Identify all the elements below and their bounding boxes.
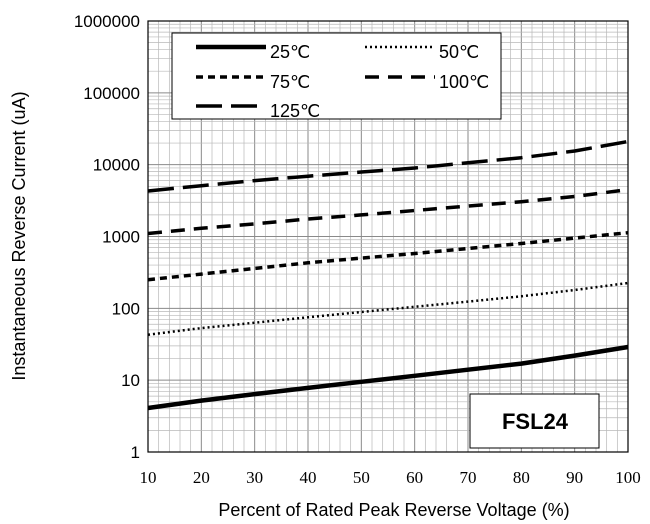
x-tick-label: 80 <box>513 468 530 487</box>
part-label-box: FSL24 <box>469 393 600 449</box>
series-line-solid <box>147 344 629 411</box>
part-label: FSL24 <box>502 409 569 434</box>
y-tick-label: 1 <box>131 443 140 462</box>
x-tick-label: 20 <box>193 468 210 487</box>
x-tick-label: 100 <box>615 468 641 487</box>
series-lines <box>147 139 629 411</box>
legend-label: 75℃ <box>270 72 310 92</box>
series-line-dash <box>147 187 629 236</box>
plot-frame <box>147 20 629 453</box>
legend-label: 50℃ <box>439 42 479 62</box>
y-tick-labels: 1 10 100 1000 10000 100000 1000000 <box>74 12 140 462</box>
x-tick-label: 10 <box>140 468 157 487</box>
x-tick-label: 90 <box>566 468 583 487</box>
y-tick-label: 100 <box>112 299 140 318</box>
legend-label: 100℃ <box>439 72 489 92</box>
y-tick-label: 1000 <box>102 228 140 247</box>
y-tick-label: 100000 <box>83 84 140 103</box>
y-tick-label: 10000 <box>93 156 140 175</box>
x-tick-label: 30 <box>246 468 263 487</box>
series-line-short-dash <box>147 230 629 282</box>
y-axis-label: Instantaneous Reverse Current (uA) <box>9 91 29 380</box>
legend-label: 25℃ <box>270 42 310 62</box>
x-tick-labels: 10 20 30 40 50 60 70 80 90 100 <box>140 468 641 487</box>
legend-label: 125℃ <box>270 101 320 121</box>
x-tick-label: 70 <box>460 468 477 487</box>
x-tick-label: 60 <box>406 468 423 487</box>
x-tick-label: 40 <box>300 468 317 487</box>
part-label-frame <box>469 393 600 449</box>
x-axis-label: Percent of Rated Peak Reverse Voltage (%… <box>218 500 569 520</box>
legend: 25℃ 50℃ 75℃ 100℃ 125℃ <box>171 32 502 121</box>
x-tick-label: 50 <box>353 468 370 487</box>
y-tick-label: 1000000 <box>74 12 140 31</box>
series-line-dotted <box>147 281 629 336</box>
y-tick-label: 10 <box>121 371 140 390</box>
series-line-long-dash <box>147 139 629 193</box>
